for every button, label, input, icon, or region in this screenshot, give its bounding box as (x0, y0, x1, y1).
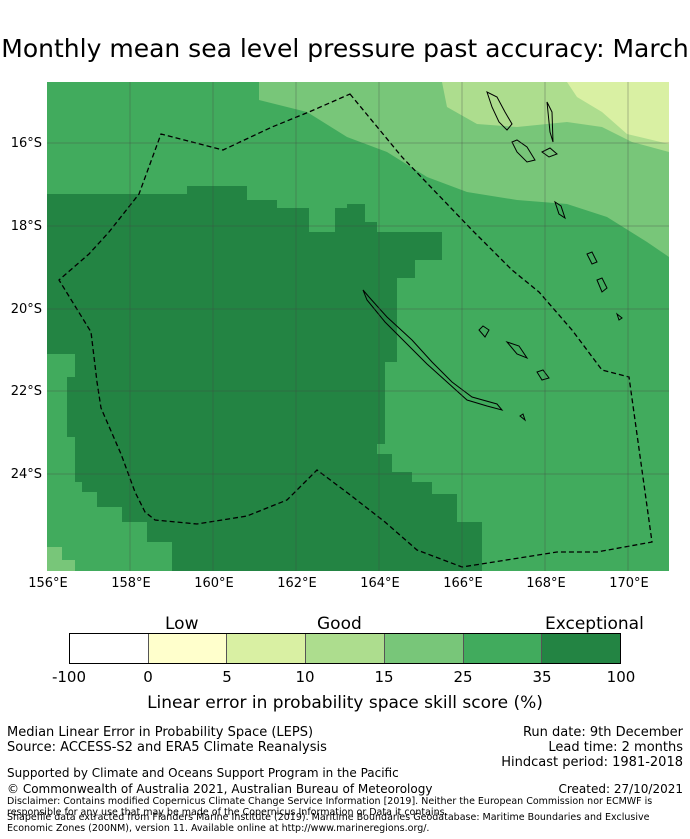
footer-shapefile: Shapefile data extracted from Flanders M… (7, 812, 650, 834)
colorbar (69, 633, 621, 664)
skill-patch-bottom (47, 547, 75, 571)
footer-copyright: © Commonwealth of Australia 2021, Austra… (7, 782, 433, 796)
colorbar-tick: 10 (295, 668, 315, 686)
skill-zone-good (259, 82, 669, 257)
legend-category-good: Good (317, 614, 362, 634)
coastlines (362, 91, 623, 422)
footer-disclaimer: Disclaimer: Contains modified Copernicus… (7, 796, 653, 818)
colorbar-tick: 25 (453, 668, 473, 686)
colorbar-tick: 0 (143, 668, 153, 686)
colorbar-segment (384, 634, 464, 663)
x-tick-label: 160°E (194, 576, 234, 591)
legend-category-low: Low (165, 614, 199, 634)
y-tick-label: 22°S (10, 384, 42, 399)
footer-hindcast: Hindcast period: 1981-2018 (501, 755, 683, 770)
x-tick-label: 158°E (111, 576, 151, 591)
skill-zone-exceptional (47, 186, 482, 571)
gridlines (47, 82, 669, 571)
skill-zone-fair (567, 82, 669, 144)
eez-boundary (58, 93, 653, 568)
x-tick-label: 170°E (609, 576, 649, 591)
footer-lead-time: Lead time: 2 months (548, 740, 683, 755)
x-tick-label: 162°E (277, 576, 317, 591)
footer-created: Created: 27/10/2021 (558, 782, 683, 796)
y-tick-label: 20°S (10, 302, 42, 317)
legend-category-exceptional: Exceptional (545, 614, 644, 634)
colorbar-segment (227, 634, 307, 663)
footer-source: Source: ACCESS-S2 and ERA5 Climate Reana… (7, 740, 327, 755)
skill-map (47, 82, 669, 571)
colorbar-segment (306, 634, 385, 663)
colorbar-segment (148, 634, 228, 663)
colorbar-tick: 5 (222, 668, 232, 686)
colorbar-segment (70, 634, 149, 663)
colorbar-segment (542, 634, 621, 663)
x-tick-label: 164°E (360, 576, 400, 591)
colorbar-tick: -100 (51, 668, 87, 686)
colorbar-label: Linear error in probability space skill … (147, 693, 543, 713)
y-tick-label: 16°S (10, 136, 42, 151)
colorbar-tick: 100 (606, 668, 636, 686)
x-tick-label: 156°E (28, 576, 68, 591)
colorbar-tick: 35 (532, 668, 552, 686)
skill-patch-left (47, 354, 172, 571)
x-tick-label: 166°E (443, 576, 483, 591)
footer-run-date: Run date: 9th December (522, 725, 683, 740)
footer-leps: Median Linear Error in Probability Space… (7, 725, 314, 740)
chart-title: Monthly mean sea level pressure past acc… (1, 34, 689, 63)
x-tick-label: 168°E (526, 576, 566, 591)
colorbar-tick: 15 (374, 668, 394, 686)
footer-supported: Supported by Climate and Oceans Support … (7, 766, 399, 780)
y-tick-label: 24°S (10, 467, 42, 482)
colorbar-segment (463, 634, 543, 663)
y-tick-label: 18°S (10, 219, 42, 234)
